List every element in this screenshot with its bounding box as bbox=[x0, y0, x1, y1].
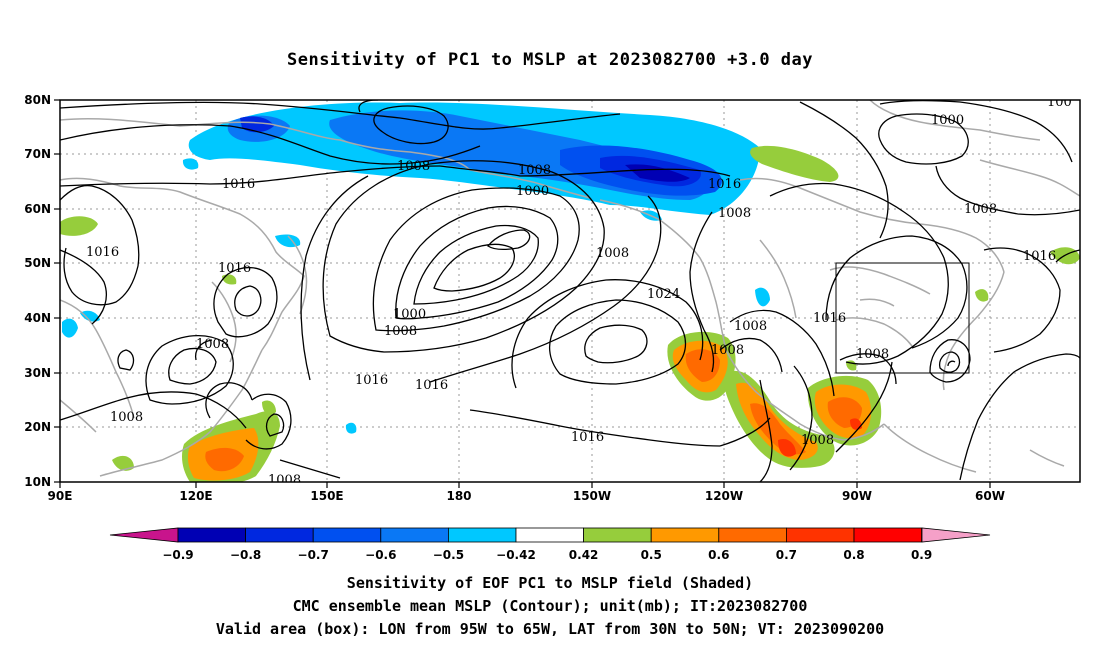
colorbar-high-triangle bbox=[921, 527, 991, 543]
contour-label: 1016 bbox=[218, 261, 251, 276]
colorbar-box bbox=[245, 527, 314, 543]
lat-label: 80N bbox=[24, 93, 51, 107]
axis-ticks bbox=[54, 99, 991, 488]
contour-label: 1000 bbox=[931, 113, 964, 128]
colorbar-box bbox=[718, 527, 787, 543]
colorbar-box bbox=[853, 527, 922, 543]
colorbar-box bbox=[312, 527, 382, 543]
colorbar-label: −0.8 bbox=[230, 548, 261, 562]
contour-label: 100 bbox=[1047, 95, 1072, 110]
contour-label: 1008 bbox=[110, 410, 143, 425]
contour-label: 1008 bbox=[384, 324, 417, 339]
colorbar: −0.9 −0.8 −0.7 −0.6 −0.5 −0.42 0.42 0.5 0.6 0.7 0.… bbox=[109, 527, 991, 562]
colorbar-low-triangle bbox=[109, 527, 179, 543]
contour-label: 1008 bbox=[397, 159, 430, 174]
colorbar-label: 0.42 bbox=[569, 548, 599, 562]
colorbar-box bbox=[447, 527, 517, 543]
contour-label: 1000 bbox=[516, 184, 549, 199]
lon-label: 150W bbox=[573, 489, 611, 503]
contour-label: 1016 bbox=[1023, 249, 1056, 264]
colorbar-label: −0.9 bbox=[162, 548, 193, 562]
colorbar-label: 0.5 bbox=[641, 548, 662, 562]
colorbar-label: −0.6 bbox=[365, 548, 396, 562]
map-title: Sensitivity of PC1 to MSLP at 2023082700… bbox=[286, 50, 813, 70]
contour-label: 1024 bbox=[647, 287, 680, 302]
colorbar-label: 0.7 bbox=[776, 548, 797, 562]
lon-label: 90W bbox=[842, 489, 872, 503]
colorbar-label: −0.7 bbox=[298, 548, 329, 562]
contour-label: 1008 bbox=[711, 343, 744, 358]
colorbar-box bbox=[177, 527, 246, 543]
positive-sensitivity-shading bbox=[60, 145, 1080, 482]
colorbar-label: −0.42 bbox=[496, 548, 536, 562]
contour-label: 1008 bbox=[718, 206, 751, 221]
latitude-labels: 80N 70N 60N 50N 40N 30N 20N 10N bbox=[24, 93, 51, 489]
colorbar-label: −0.5 bbox=[433, 548, 464, 562]
contour-label: 1008 bbox=[596, 246, 629, 261]
mslp-contours bbox=[60, 100, 1080, 482]
colorbar-box bbox=[650, 527, 720, 543]
lat-label: 20N bbox=[24, 420, 51, 434]
colorbar-labels: −0.9 −0.8 −0.7 −0.6 −0.5 −0.42 0.42 0.5 0.6 0.7 0.… bbox=[162, 548, 932, 562]
colorbar-box bbox=[583, 527, 652, 543]
lon-label: 60W bbox=[975, 489, 1005, 503]
contour-label: 1016 bbox=[813, 311, 846, 326]
map-frame bbox=[59, 99, 1081, 483]
lon-label: 120W bbox=[705, 489, 743, 503]
lon-label: 150E bbox=[310, 489, 343, 503]
lat-label: 50N bbox=[24, 256, 51, 270]
longitude-labels: 90E 120E 150E 180 150W 120W 90W 60W bbox=[48, 489, 1005, 503]
contour-label: 1008 bbox=[964, 202, 997, 217]
lon-label: 180 bbox=[446, 489, 471, 503]
colorbar-box bbox=[380, 527, 449, 543]
valid-area-box bbox=[835, 262, 970, 374]
lat-label: 70N bbox=[24, 147, 51, 161]
lat-label: 40N bbox=[24, 311, 51, 325]
contour-label: 1016 bbox=[355, 373, 388, 388]
lon-label: 90E bbox=[48, 489, 73, 503]
lat-label: 60N bbox=[24, 202, 51, 216]
contour-label: 1008 bbox=[196, 337, 229, 352]
lat-label: 10N bbox=[24, 475, 51, 489]
caption-shading: Sensitivity of EOF PC1 to MSLP field (Sh… bbox=[346, 574, 754, 592]
contour-label: 1008 bbox=[801, 433, 834, 448]
lon-label: 120E bbox=[179, 489, 212, 503]
contour-label: 1016 bbox=[86, 245, 119, 260]
colorbar-box bbox=[786, 527, 855, 543]
contour-label: 1016 bbox=[708, 177, 741, 192]
contour-label: 1008 bbox=[518, 163, 551, 178]
contour-label: 1016 bbox=[222, 177, 255, 192]
contour-labels: 1008 1016 1016 1016 1008 1008 1016 1016 … bbox=[86, 95, 1072, 488]
lat-label: 30N bbox=[24, 366, 51, 380]
contour-label: 1016 bbox=[415, 378, 448, 393]
contour-label: 1008 bbox=[856, 347, 889, 362]
colorbar-label: 0.9 bbox=[911, 548, 932, 562]
colorbar-label: 0.6 bbox=[708, 548, 729, 562]
contour-label: 1008 bbox=[268, 473, 301, 488]
contour-label: 1016 bbox=[571, 430, 604, 445]
colorbar-label: 0.8 bbox=[843, 548, 864, 562]
contour-label: 1000 bbox=[393, 307, 426, 322]
colorbar-box bbox=[515, 527, 584, 543]
caption-contour: CMC ensemble mean MSLP (Contour); unit(m… bbox=[292, 597, 808, 615]
contour-label: 1008 bbox=[734, 319, 767, 334]
colorbar-boxes bbox=[177, 527, 922, 543]
caption-valid-area: Valid area (box): LON from 95W to 65W, L… bbox=[215, 620, 885, 638]
